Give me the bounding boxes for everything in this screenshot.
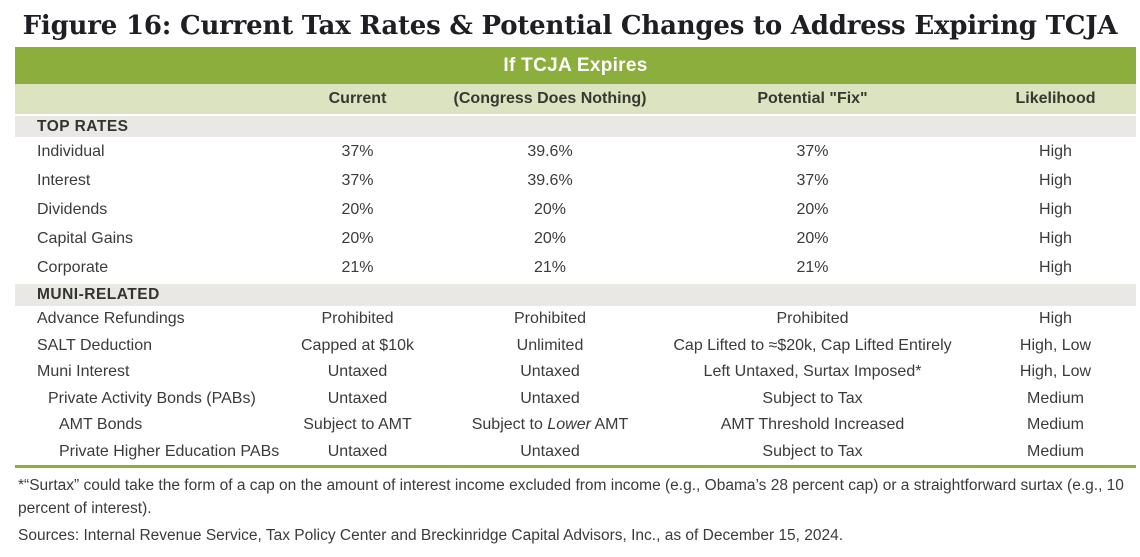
cell-congress: Subject to Lower AMT	[450, 416, 650, 434]
cell-likelihood: High	[1039, 310, 1072, 328]
sources-line: Sources: Internal Revenue Service, Tax P…	[18, 527, 844, 544]
row-label: Capital Gains	[37, 229, 134, 247]
cell-congress: Prohibited	[513, 310, 587, 328]
row-label: Private Higher Education PABs	[59, 442, 280, 460]
column-header-likelihood: Likelihood	[1015, 90, 1096, 107]
top-rates-rows: Individual 37% 39.6% 37% High Interest 3…	[15, 137, 1136, 282]
cell-likelihood: High	[1039, 258, 1072, 276]
cell-fix: Cap Lifted to ≈$20k, Cap Lifted Entirely	[673, 336, 952, 354]
table-banner: If TCJA Expires	[15, 47, 1136, 84]
table-row: Private Activity Bonds (PABs) Untaxed Un…	[15, 386, 1136, 413]
tax-rates-table: If TCJA Expires Current (Congress Does N…	[15, 47, 1136, 468]
cell-congress: 39.6%	[527, 142, 573, 160]
row-label: Dividends	[37, 200, 108, 218]
cell-current: 21%	[341, 258, 374, 276]
cell-fix: Prohibited	[776, 310, 849, 328]
cell-fix: 21%	[796, 258, 829, 276]
figure-title: Figure 16: Current Tax Rates & Potential…	[22, 11, 1118, 41]
table-row: Advance Refundings Prohibited Prohibited…	[15, 306, 1136, 333]
footnote: *“Surtax” could take the form of a cap o…	[18, 477, 1124, 517]
table-row: Individual 37% 39.6% 37% High	[15, 137, 1136, 166]
cell-current: 37%	[341, 142, 374, 160]
cell-likelihood: High	[1039, 142, 1072, 160]
table-row: Interest 37% 39.6% 37% High	[15, 166, 1136, 195]
cell-likelihood: High, Low	[1019, 336, 1092, 354]
cell-current: Untaxed	[327, 363, 388, 381]
cell-fix: AMT Threshold Increased	[720, 416, 905, 434]
table-row: Dividends 20% 20% 20% High	[15, 195, 1136, 224]
cell-current: Subject to AMT	[303, 416, 412, 434]
cell-likelihood: High	[1039, 200, 1072, 218]
cell-current: Untaxed	[327, 389, 388, 407]
cell-current: 20%	[341, 200, 374, 218]
cell-congress: Untaxed	[520, 363, 580, 381]
row-label: SALT Deduction	[37, 336, 153, 354]
section-header-muni-related: MUNI-RELATED	[15, 284, 1136, 306]
column-header-current: Current	[328, 90, 387, 107]
row-label: Private Activity Bonds (PABs)	[48, 389, 256, 407]
cell-current: Capped at $10k	[301, 336, 414, 354]
table-row: Capital Gains 20% 20% 20% High	[15, 224, 1136, 253]
row-label: Individual	[37, 142, 105, 160]
row-label: AMT Bonds	[59, 416, 143, 434]
congress-text-suffix: AMT	[590, 416, 629, 434]
cell-congress: 39.6%	[527, 171, 573, 189]
cell-congress: 21%	[533, 258, 567, 276]
cell-fix: 20%	[796, 200, 829, 218]
cell-likelihood: High	[1039, 171, 1072, 189]
congress-text-prefix: Subject to	[471, 416, 548, 434]
cell-likelihood: Medium	[1027, 442, 1084, 460]
table-row: Private Higher Education PABs Untaxed Un…	[15, 439, 1136, 466]
cell-congress: 20%	[533, 200, 567, 218]
cell-likelihood: Medium	[1027, 389, 1084, 407]
cell-likelihood: High	[1039, 229, 1072, 247]
column-header-row: Current (Congress Does Nothing) Potentia…	[15, 84, 1136, 114]
congress-text-italic: Lower	[547, 416, 591, 434]
cell-current: 20%	[341, 229, 374, 247]
cell-current: 37%	[341, 171, 374, 189]
table-row: Corporate 21% 21% 21% High	[15, 253, 1136, 282]
column-header-congress: (Congress Does Nothing)	[453, 90, 647, 107]
row-label: Muni Interest	[37, 363, 130, 381]
cell-congress: Untaxed	[520, 442, 580, 460]
table-row: SALT Deduction Capped at $10k Unlimited …	[15, 333, 1136, 360]
table-bottom-rule	[15, 465, 1136, 468]
cell-congress: 20%	[533, 229, 567, 247]
muni-related-rows: Advance Refundings Prohibited Prohibited…	[15, 306, 1136, 465]
table-row: Muni Interest Untaxed Untaxed Left Untax…	[15, 359, 1136, 386]
cell-fix: Subject to Tax	[762, 389, 863, 407]
cell-fix: Subject to Tax	[762, 442, 863, 460]
cell-congress: Untaxed	[520, 389, 580, 407]
cell-fix: 20%	[796, 229, 829, 247]
cell-likelihood: Medium	[1027, 416, 1084, 434]
section-header-top-rates: TOP RATES	[15, 116, 1136, 137]
cell-fix: Left Untaxed, Surtax Imposed*	[703, 363, 922, 381]
row-label: Advance Refundings	[37, 310, 185, 328]
cell-fix: 37%	[796, 171, 829, 189]
cell-fix: 37%	[796, 142, 829, 160]
cell-current: Untaxed	[327, 442, 388, 460]
cell-likelihood: High, Low	[1019, 363, 1092, 381]
column-header-fix: Potential "Fix"	[757, 90, 868, 107]
table-row: AMT Bonds Subject to AMT Subject to Lowe…	[15, 412, 1136, 439]
cell-current: Prohibited	[321, 310, 394, 328]
cell-congress: Unlimited	[516, 336, 584, 354]
row-label: Interest	[37, 171, 91, 189]
row-label: Corporate	[37, 258, 109, 276]
